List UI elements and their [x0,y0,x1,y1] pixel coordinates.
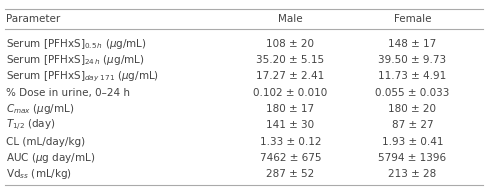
Text: 0.055 ± 0.033: 0.055 ± 0.033 [375,88,449,98]
Text: 180 ± 17: 180 ± 17 [266,104,314,114]
Text: 39.50 ± 9.73: 39.50 ± 9.73 [378,55,447,65]
Text: 35.20 ± 5.15: 35.20 ± 5.15 [256,55,325,65]
Text: 141 ± 30: 141 ± 30 [266,120,314,130]
Text: 1.33 ± 0.12: 1.33 ± 0.12 [260,137,321,147]
Text: 7462 ± 675: 7462 ± 675 [260,153,321,163]
Text: Parameter: Parameter [6,14,60,24]
Text: AUC ($\mu$g day/mL): AUC ($\mu$g day/mL) [6,151,95,165]
Text: 180 ± 20: 180 ± 20 [388,104,436,114]
Text: 108 ± 20: 108 ± 20 [266,39,314,49]
Text: Male: Male [278,14,303,24]
Text: 17.27 ± 2.41: 17.27 ± 2.41 [256,71,325,81]
Text: Vd$_{ss}$ (mL/kg): Vd$_{ss}$ (mL/kg) [6,167,72,181]
Text: 1.93 ± 0.41: 1.93 ± 0.41 [382,137,443,147]
Text: 0.102 ± 0.010: 0.102 ± 0.010 [253,88,327,98]
Text: 87 ± 27: 87 ± 27 [391,120,433,130]
Text: Serum [PFHxS]$_{0.5\,h}$ ($\mu$g/mL): Serum [PFHxS]$_{0.5\,h}$ ($\mu$g/mL) [6,37,147,51]
Text: 287 ± 52: 287 ± 52 [266,169,314,179]
Text: Serum [PFHxS]$_{day\ 171}$ ($\mu$g/mL): Serum [PFHxS]$_{day\ 171}$ ($\mu$g/mL) [6,69,159,84]
Text: $C_{max}$ ($\mu$g/mL): $C_{max}$ ($\mu$g/mL) [6,102,74,116]
Text: Female: Female [394,14,431,24]
Text: 5794 ± 1396: 5794 ± 1396 [378,153,447,163]
Text: $T_{1/2}$ (day): $T_{1/2}$ (day) [6,118,56,133]
Text: 213 ± 28: 213 ± 28 [388,169,436,179]
Text: % Dose in urine, 0–24 h: % Dose in urine, 0–24 h [6,88,130,98]
Text: CL (mL/day/kg): CL (mL/day/kg) [6,137,85,147]
Text: Serum [PFHxS]$_{24\,h}$ ($\mu$g/mL): Serum [PFHxS]$_{24\,h}$ ($\mu$g/mL) [6,53,144,67]
Text: 11.73 ± 4.91: 11.73 ± 4.91 [378,71,447,81]
Text: 148 ± 17: 148 ± 17 [388,39,436,49]
